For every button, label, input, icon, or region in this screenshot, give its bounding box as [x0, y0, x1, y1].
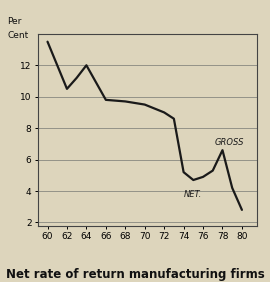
Text: Per: Per: [7, 17, 22, 26]
Text: NET.: NET.: [184, 190, 202, 199]
Text: Net rate of return manufacturing firms: Net rate of return manufacturing firms: [6, 268, 264, 281]
Text: GROSS: GROSS: [215, 138, 244, 147]
Text: Cent: Cent: [7, 30, 28, 39]
